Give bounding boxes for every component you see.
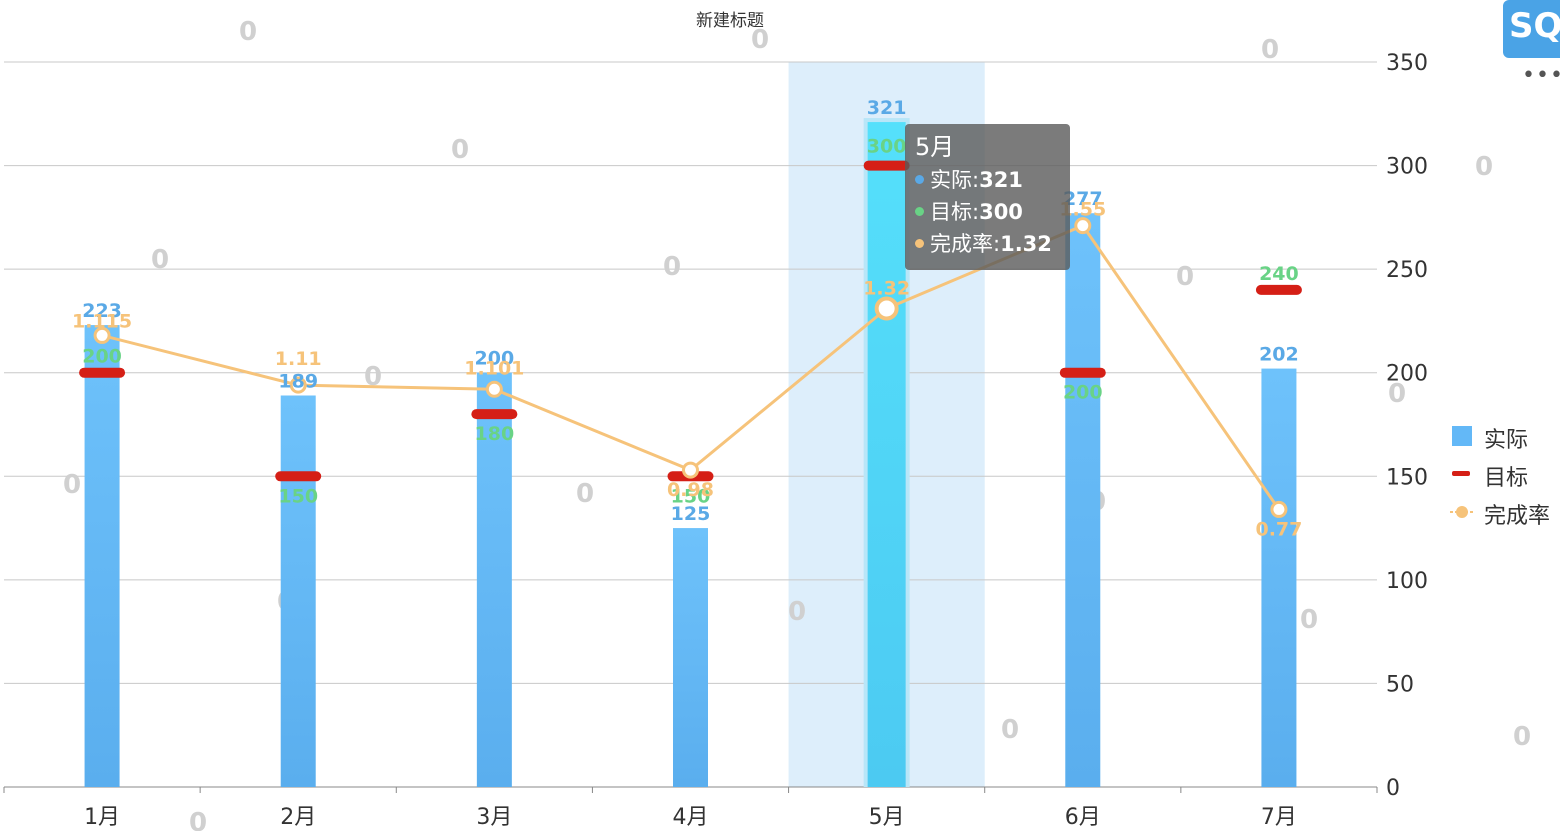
- target-value-label: 150: [671, 485, 711, 507]
- rate-value-label: 1.32: [863, 278, 910, 300]
- tooltip: 5月 实际:321 目标:300 完成率:1.32: [905, 124, 1070, 270]
- y-tick-label: 200: [1386, 362, 1428, 387]
- rate-point: [93, 326, 111, 344]
- legend-square-icon: [1452, 426, 1472, 446]
- y-tick-label: 150: [1386, 465, 1428, 490]
- x-tick-label: 1月: [84, 805, 120, 830]
- tooltip-label: 完成率: [930, 232, 993, 256]
- rate-value-label: 1.11: [275, 348, 322, 370]
- target-marker: [471, 409, 518, 420]
- watermark-text: 0: [1388, 379, 1406, 409]
- watermark-text: 0: [663, 252, 681, 282]
- tooltip-value: 300: [979, 200, 1023, 224]
- more-horizontal-icon[interactable]: •••: [1522, 63, 1560, 88]
- watermark-text: 0: [189, 808, 207, 831]
- watermark-text: 0: [1001, 715, 1019, 745]
- bar-actual: [280, 395, 316, 787]
- x-tick-label: 6月: [1065, 805, 1101, 830]
- watermark-text: 0: [1300, 605, 1318, 635]
- target-value-label: 240: [1259, 263, 1299, 285]
- watermark-text: 0: [451, 135, 469, 165]
- rate-point: [289, 376, 307, 394]
- tooltip-row-actual: 实际:321: [915, 164, 1060, 196]
- actual-value-label: 189: [278, 371, 318, 393]
- tooltip-dot-icon: [915, 206, 924, 216]
- target-value-label: 200: [1063, 382, 1103, 404]
- y-tick-label: 50: [1386, 672, 1414, 697]
- legend-line-dot-icon: [1450, 506, 1474, 518]
- chart-title: 新建标题: [696, 11, 764, 31]
- target-marker: [275, 471, 322, 482]
- x-tick-label: 5月: [869, 805, 905, 830]
- y-tick-label: 250: [1386, 258, 1428, 283]
- legend-label: 目标: [1484, 466, 1529, 491]
- target-value-label: 180: [475, 423, 515, 445]
- target-value-label: 150: [278, 485, 318, 507]
- tooltip-label: 目标: [930, 200, 972, 224]
- y-tick-label: 0: [1386, 776, 1400, 801]
- tooltip-dot-icon: [915, 238, 924, 248]
- rate-value-label: 0.77: [1255, 518, 1302, 540]
- rate-value-label: 0.98: [667, 479, 714, 501]
- y-tick-label: 100: [1386, 569, 1428, 594]
- actual-value-label: 125: [671, 503, 711, 525]
- target-value-label: 300: [867, 136, 907, 158]
- bar-actual: [476, 372, 512, 787]
- rate-point: [485, 380, 503, 398]
- bar-actual: [867, 122, 906, 788]
- legend-dash-icon: [1452, 471, 1470, 476]
- watermark-text: 0: [1475, 152, 1493, 182]
- legend-label: 完成率: [1484, 504, 1551, 529]
- bar-actual: [84, 325, 120, 787]
- bar-actual: [673, 528, 708, 787]
- x-tick-label: 7月: [1261, 805, 1297, 830]
- rate-point: [874, 296, 899, 321]
- watermark-text: 0: [63, 470, 81, 500]
- tooltip-value: 321: [979, 168, 1023, 192]
- rate-point: [1270, 500, 1288, 518]
- tooltip-row-target: 目标:300: [915, 196, 1060, 228]
- x-tick-label: 2月: [280, 805, 316, 830]
- target-marker: [863, 160, 910, 171]
- rate-value-label: 1.115: [72, 310, 132, 332]
- target-marker: [1255, 284, 1302, 295]
- target-marker: [1059, 367, 1106, 378]
- tooltip-row-rate: 完成率:1.32: [915, 228, 1060, 260]
- watermark-text: 0: [151, 245, 169, 275]
- watermark-text: 0: [364, 362, 382, 392]
- watermark-text: 0: [1261, 35, 1279, 65]
- y-tick-label: 350: [1386, 51, 1428, 76]
- actual-value-label: 321: [867, 97, 907, 119]
- y-tick-label: 300: [1386, 155, 1428, 180]
- rate-value-label: 1.101: [464, 357, 524, 379]
- legend-label: 实际: [1484, 428, 1529, 453]
- bar-actual: [1065, 213, 1101, 787]
- watermark-text: 0: [1513, 722, 1531, 752]
- watermark-text: 0: [1176, 262, 1194, 292]
- target-marker: [79, 367, 126, 378]
- tooltip-title: 5月: [915, 133, 955, 161]
- tooltip-dot-icon: [915, 174, 924, 184]
- tooltip-label: 实际: [930, 168, 972, 192]
- rate-point: [682, 461, 699, 479]
- watermark-text: 0: [788, 597, 806, 627]
- bar-actual: [1261, 368, 1297, 787]
- x-tick-label: 3月: [476, 805, 512, 830]
- actual-value-label: 200: [475, 348, 515, 370]
- x-tick-label: 4月: [673, 805, 709, 830]
- watermark-text: 0: [239, 17, 257, 47]
- target-value-label: 200: [82, 346, 122, 368]
- actual-value-label: 223: [82, 300, 122, 322]
- watermark-text: 0: [576, 479, 594, 509]
- rate-value-label: 1.55: [1059, 199, 1106, 221]
- sql-badge-icon[interactable]: SQL: [1503, 0, 1560, 58]
- watermark-text: 0: [751, 25, 769, 55]
- rate-point: [1074, 217, 1092, 235]
- tooltip-value: 1.32: [1000, 232, 1052, 256]
- actual-value-label: 277: [1063, 188, 1103, 210]
- actual-value-label: 202: [1259, 344, 1299, 366]
